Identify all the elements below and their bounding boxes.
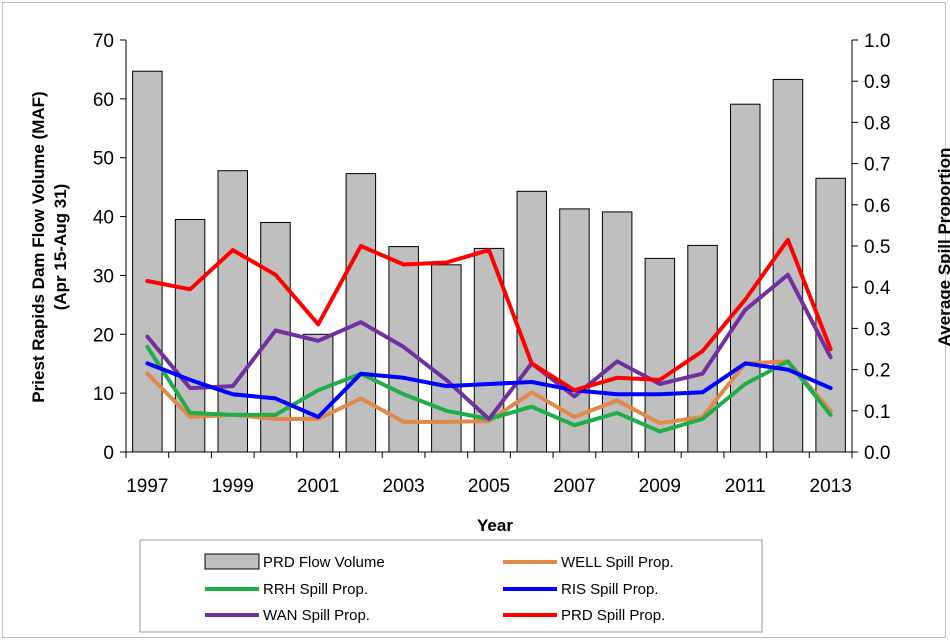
x-tick-label: 2007 bbox=[553, 476, 595, 497]
x-tick-label: 2003 bbox=[382, 476, 424, 497]
series-line-ris bbox=[145, 361, 833, 419]
y-axis-left-title-line2: (Apr 15-Aug 31) bbox=[51, 184, 70, 311]
y-axis-left-title-line1: Priest Rapids Dam Flow Volume (MAF) bbox=[29, 91, 48, 402]
y-left-tick-label: 10 bbox=[93, 384, 114, 405]
legend-swatch-prd-flow bbox=[204, 553, 260, 570]
legend: PRD Flow Volume RRH Spill Prop. WAN Spil… bbox=[139, 539, 763, 633]
x-tick-label: 2005 bbox=[468, 476, 510, 497]
y-axis-right-title: Average Spill Proportion bbox=[935, 148, 950, 347]
x-tick-label: 1997 bbox=[126, 476, 168, 497]
y-right-tick-label: 0.7 bbox=[864, 155, 890, 176]
line-group bbox=[145, 237, 833, 434]
bar-2002 bbox=[345, 173, 377, 453]
bar-2011 bbox=[730, 103, 761, 453]
legend-label-well: WELL Spill Prop. bbox=[561, 554, 674, 571]
y-left-tick-label: 60 bbox=[93, 90, 114, 111]
legend-label-prd-flow: PRD Flow Volume bbox=[263, 554, 385, 571]
y-right-tick-label: 0.9 bbox=[864, 72, 890, 93]
y-left-tick-label: 70 bbox=[93, 31, 114, 52]
series-line-prd bbox=[145, 237, 833, 393]
bar-1997 bbox=[132, 70, 163, 453]
axes-group: 0 10 20 30 40 50 60 70 0.0 0.1 0.2 0.3 0.4 0.5 0.6 0.7 0… bbox=[93, 31, 891, 497]
x-tick-label: 1999 bbox=[212, 476, 254, 497]
y-left-tick-label: 50 bbox=[93, 149, 114, 170]
y-right-tick-label: 0.2 bbox=[864, 361, 890, 382]
legend-label-rrh: RRH Spill Prop. bbox=[263, 581, 368, 598]
y-right-tick-label: 0.4 bbox=[864, 278, 891, 299]
y-right-tick-label: 0.0 bbox=[864, 443, 890, 464]
x-tick-label: 2001 bbox=[297, 476, 339, 497]
y-left-tick-label: 30 bbox=[93, 266, 114, 287]
x-tick-label: 2011 bbox=[725, 476, 766, 497]
bar-1999 bbox=[217, 170, 248, 453]
y-left-tick-label: 20 bbox=[93, 325, 114, 346]
y-right-tick-label: 0.8 bbox=[864, 113, 890, 134]
y-right-tick-label: 0.6 bbox=[864, 196, 890, 217]
x-axis-title: Year bbox=[477, 516, 513, 535]
legend-label-wan: WAN Spill Prop. bbox=[263, 607, 370, 624]
y-right-tick-label: 1.0 bbox=[864, 31, 890, 52]
legend-label-prd-spill: PRD Spill Prop. bbox=[561, 607, 665, 624]
y-left-tick-label: 0 bbox=[103, 443, 114, 464]
series-line-well bbox=[145, 359, 833, 426]
x-tick-label: 2013 bbox=[810, 476, 852, 497]
y-right-tick-label: 0.3 bbox=[864, 319, 890, 340]
y-right-tick-label: 0.5 bbox=[864, 237, 890, 258]
series-line-wan bbox=[145, 272, 833, 421]
y-right-tick-label: 0.1 bbox=[864, 402, 890, 423]
y-left-tick-label: 40 bbox=[93, 208, 114, 229]
bar-2001 bbox=[302, 333, 334, 453]
x-tick-label: 2009 bbox=[639, 476, 681, 497]
legend-label-ris: RIS Spill Prop. bbox=[561, 581, 659, 598]
bar-2004 bbox=[431, 264, 462, 453]
